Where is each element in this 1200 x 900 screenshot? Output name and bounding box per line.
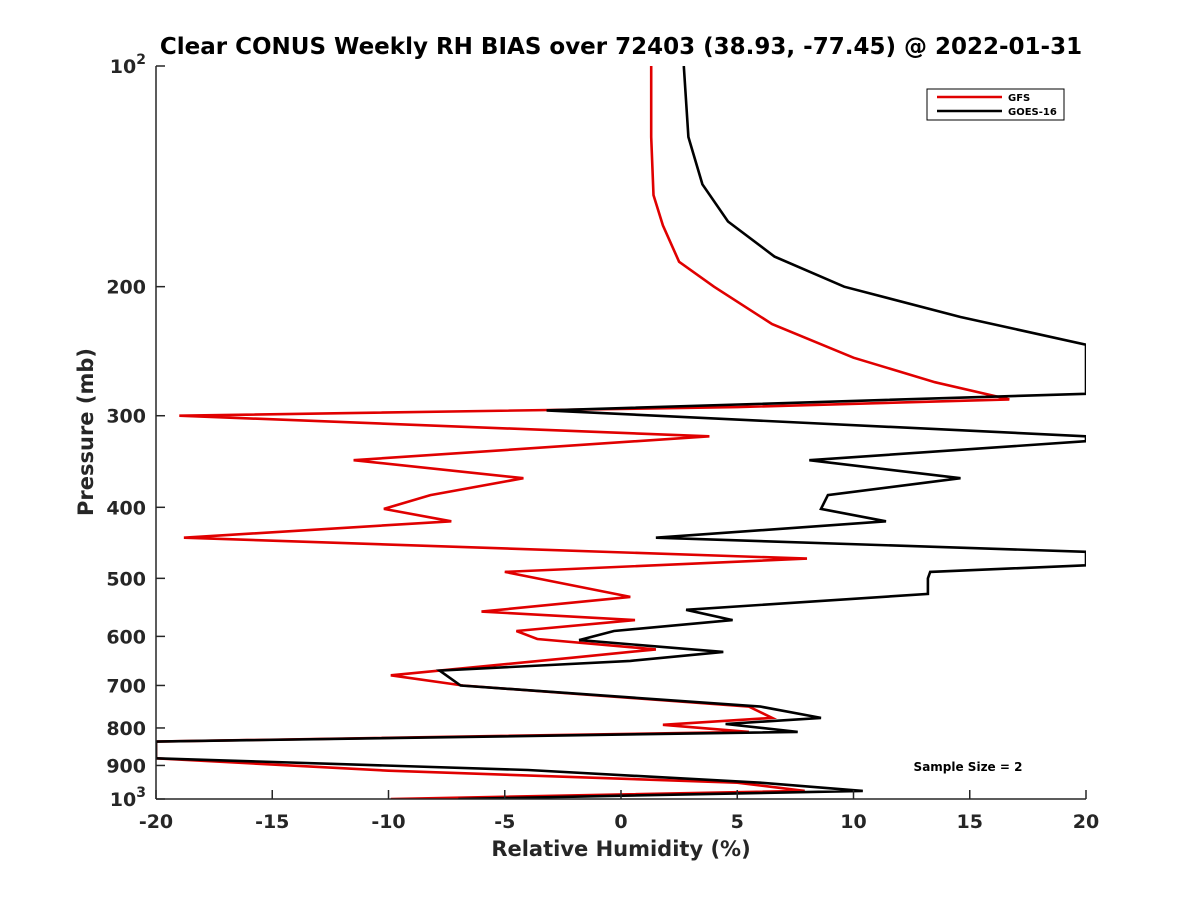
x-axis-label: Relative Humidity (%)	[491, 837, 750, 861]
legend: GFS GOES-16	[926, 88, 1065, 121]
y-tick-label: 200	[106, 277, 146, 299]
series-line-goes-16	[156, 66, 1086, 799]
y-tick-label: 700	[106, 675, 146, 697]
y-tick-label: 102	[110, 52, 146, 78]
chart-title: Clear CONUS Weekly RH BIAS over 72403 (3…	[160, 34, 1082, 60]
series-line-gfs	[156, 66, 1010, 799]
x-tick-label: -15	[255, 811, 289, 833]
x-tick-label: -10	[371, 811, 405, 833]
y-tick-label: 300	[106, 406, 146, 428]
x-tick-label: 15	[957, 811, 983, 833]
axes-layer: -20 -15 -10 -5 0 5 10 15 20 102 200 300 400 500 600 700…	[106, 52, 1099, 833]
x-tick-label: -20	[139, 811, 173, 833]
legend-label-goes-16: GOES-16	[1008, 107, 1057, 118]
sample-size-annotation: Sample Size = 2	[914, 760, 1023, 774]
x-tick-label: 5	[731, 811, 744, 833]
x-tick-label: 0	[614, 811, 627, 833]
y-tick-label: 900	[106, 755, 146, 777]
y-tick-label: 600	[106, 626, 146, 648]
y-tick-label: 400	[106, 497, 146, 519]
legend-label-gfs: GFS	[1008, 93, 1030, 104]
y-tick-label: 103	[110, 785, 146, 811]
x-tick-label: 20	[1073, 811, 1099, 833]
legend-box	[926, 88, 1065, 121]
y-tick-label: 800	[106, 718, 146, 740]
x-tick-label: 10	[840, 811, 866, 833]
x-tick-label: -5	[494, 811, 515, 833]
y-axis-label: Pressure (mb)	[74, 348, 98, 516]
series-layer	[156, 66, 1086, 799]
y-tick-label: 500	[106, 568, 146, 590]
